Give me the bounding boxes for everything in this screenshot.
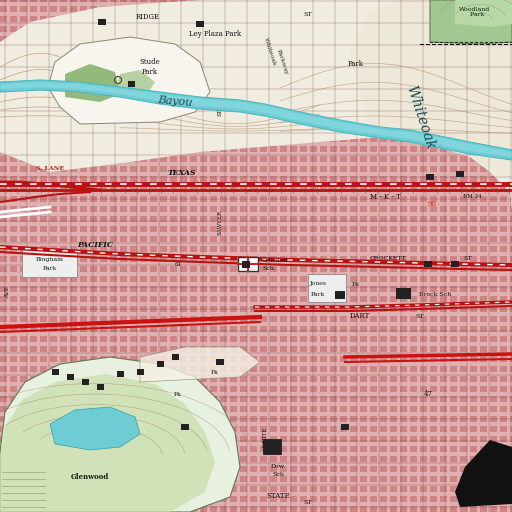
Polygon shape	[455, 0, 512, 27]
Text: Crockett: Crockett	[262, 259, 289, 264]
Text: Bingham: Bingham	[36, 257, 64, 262]
Polygon shape	[65, 64, 120, 102]
Text: Parkway: Parkway	[275, 49, 289, 76]
Text: 90: 90	[428, 200, 437, 208]
Text: Park: Park	[43, 266, 57, 270]
Text: BM 34: BM 34	[463, 195, 481, 200]
Bar	[396, 288, 411, 299]
Polygon shape	[115, 70, 155, 97]
Bar	[451, 261, 459, 267]
Bar	[216, 359, 224, 365]
Polygon shape	[0, 80, 512, 160]
Text: Pk: Pk	[352, 282, 360, 287]
Polygon shape	[50, 407, 140, 450]
Bar	[97, 384, 104, 390]
Text: Park: Park	[348, 60, 364, 68]
Text: Park: Park	[311, 291, 325, 296]
Text: R: R	[479, 476, 489, 488]
Polygon shape	[350, 0, 512, 182]
Bar	[117, 371, 124, 377]
Text: 47: 47	[423, 390, 433, 398]
Polygon shape	[0, 357, 240, 512]
Bar	[52, 369, 59, 375]
Text: Pk: Pk	[174, 392, 182, 396]
Text: RIDGE: RIDGE	[136, 13, 160, 21]
Text: Pk: Pk	[211, 370, 219, 374]
Text: ST: ST	[218, 108, 223, 116]
Bar	[238, 257, 258, 271]
Polygon shape	[48, 37, 210, 124]
Text: PACIFIC: PACIFIC	[77, 241, 113, 249]
Text: Stude
Park: Stude Park	[140, 58, 160, 76]
Text: Brock Sch: Brock Sch	[419, 291, 451, 296]
Text: AVE: AVE	[6, 286, 11, 298]
Text: Whiteoak: Whiteoak	[263, 37, 277, 67]
Bar	[242, 261, 250, 268]
Text: Dow: Dow	[271, 463, 285, 468]
Text: Ley Plaza Park: Ley Plaza Park	[189, 30, 241, 38]
Bar	[424, 261, 432, 267]
Polygon shape	[0, 82, 512, 157]
Bar	[263, 439, 281, 454]
Bar	[137, 369, 144, 375]
Polygon shape	[140, 347, 260, 382]
Polygon shape	[0, 374, 215, 512]
Text: TEXAS: TEXAS	[168, 169, 196, 177]
Text: ST: ST	[416, 313, 424, 318]
Text: WHITE: WHITE	[263, 426, 267, 447]
Text: Jones: Jones	[309, 282, 327, 287]
Bar	[456, 171, 464, 177]
Text: Bayou: Bayou	[157, 96, 193, 109]
Polygon shape	[0, 0, 512, 212]
Bar	[82, 379, 89, 385]
Text: Sch.: Sch.	[262, 266, 276, 270]
Text: DART: DART	[350, 312, 370, 320]
Text: ST: ST	[464, 257, 472, 262]
Bar	[335, 291, 345, 299]
Text: 61: 61	[175, 262, 181, 267]
Text: Whiteoak: Whiteoak	[403, 83, 437, 151]
Bar	[181, 424, 189, 430]
Bar	[128, 81, 135, 87]
Bar	[67, 374, 74, 380]
Bar	[426, 174, 434, 180]
Text: Woodland
  Park: Woodland Park	[459, 7, 490, 17]
Text: S. LANE: S. LANE	[36, 166, 64, 172]
Polygon shape	[430, 0, 512, 44]
Text: M - K - T: M - K - T	[370, 193, 400, 201]
Bar	[172, 354, 179, 360]
Text: (KL: (KL	[494, 490, 506, 498]
Bar	[157, 361, 164, 367]
Text: STATE: STATE	[266, 492, 290, 500]
Polygon shape	[455, 440, 512, 507]
Text: CROCKETT: CROCKETT	[370, 257, 407, 262]
Text: ST: ST	[304, 11, 312, 16]
Text: Glenwood: Glenwood	[71, 473, 109, 481]
Bar	[341, 424, 349, 430]
Text: ST: ST	[304, 500, 312, 504]
Bar	[308, 274, 346, 302]
Bar	[196, 21, 204, 27]
Bar	[98, 19, 106, 25]
Text: Sch: Sch	[272, 472, 284, 477]
Text: SAWYER: SAWYER	[218, 209, 223, 234]
Bar	[22, 249, 77, 277]
